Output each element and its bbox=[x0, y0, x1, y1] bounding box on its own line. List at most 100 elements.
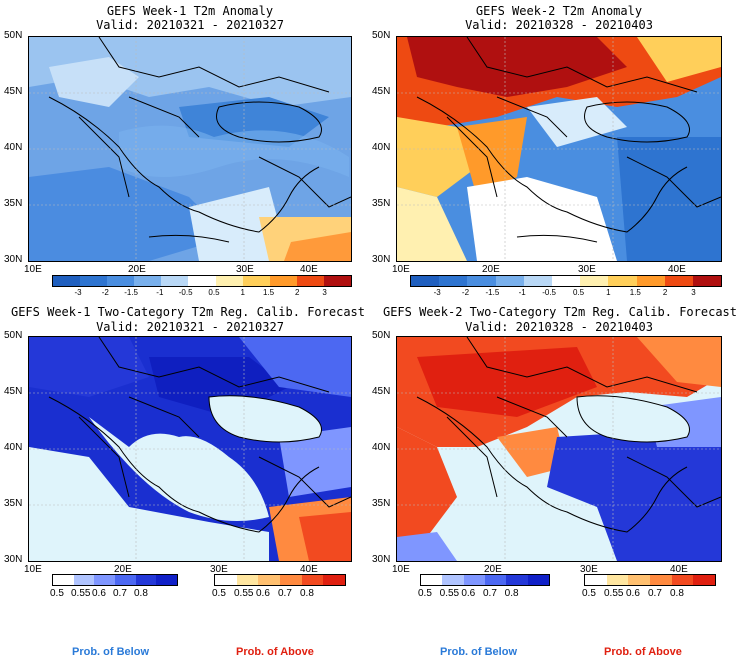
below-colorbar-swatch bbox=[506, 575, 528, 585]
panel4-lat-30: 30N bbox=[372, 554, 391, 565]
below-colorbar-tick-label: 0.55 bbox=[439, 588, 460, 599]
anomaly-colorbar-tick-label: -3 bbox=[74, 288, 82, 297]
below-colorbar-swatch bbox=[421, 575, 443, 585]
anomaly-colorbar-swatch bbox=[608, 276, 637, 286]
above-colorbar-tick-label: 0.7 bbox=[648, 588, 662, 599]
anomaly-colorbar-swatch bbox=[523, 276, 552, 286]
above-colorbar-swatch bbox=[236, 575, 259, 585]
above-colorbar-swatch bbox=[650, 575, 672, 585]
anomaly-colorbar-swatch bbox=[439, 276, 468, 286]
anomaly-colorbar-swatch bbox=[80, 276, 108, 286]
panel4-lat-45: 45N bbox=[372, 386, 391, 397]
panel2-lat-45: 45N bbox=[372, 86, 391, 97]
above-colorbar-tick-label: 0.5 bbox=[582, 588, 596, 599]
panel4-below-colorbar bbox=[420, 574, 550, 586]
anomaly-colorbar-swatch bbox=[269, 276, 297, 286]
panel1-lon-20: 20E bbox=[128, 264, 146, 275]
anomaly-colorbar-tick-label: 3 bbox=[322, 288, 327, 297]
panel1-lon-10: 10E bbox=[24, 264, 42, 275]
above-colorbar-swatch bbox=[693, 575, 716, 585]
anomaly-colorbar-swatch bbox=[323, 276, 352, 286]
panel3-lon-20: 20E bbox=[114, 564, 132, 575]
panel3-lat-40: 40N bbox=[4, 442, 23, 453]
anomaly-colorbar-tick-label: 0.5 bbox=[572, 288, 585, 297]
panel4-lon-10: 10E bbox=[392, 564, 410, 575]
above-colorbar-tick-label: 0.7 bbox=[278, 588, 292, 599]
footer-prob-above-left: Prob. of Above bbox=[236, 646, 314, 658]
panel4-valid: Valid: 20210328 - 20210403 bbox=[465, 320, 653, 334]
anomaly-colorbar-tick-label: -1 bbox=[156, 288, 164, 297]
footer-prob-below-right: Prob. of Below bbox=[440, 646, 517, 658]
panel3-lon-30: 30E bbox=[210, 564, 228, 575]
above-colorbar-swatch bbox=[628, 575, 651, 585]
panel1-lat-30: 30N bbox=[4, 254, 23, 265]
panel3-above-colorbar bbox=[214, 574, 346, 586]
panel3-lat-45: 45N bbox=[4, 386, 23, 397]
anomaly-colorbar-tick-label: -0.5 bbox=[542, 288, 556, 297]
panel4-map bbox=[396, 336, 722, 562]
anomaly-colorbar-swatch bbox=[551, 276, 581, 286]
anomaly-colorbar-swatch bbox=[692, 276, 722, 286]
above-colorbar-swatch bbox=[215, 575, 237, 585]
panel2-lon-40: 40E bbox=[668, 264, 686, 275]
panel1-valid: Valid: 20210321 - 20210327 bbox=[96, 18, 284, 32]
above-colorbar-tick-label: 0.8 bbox=[670, 588, 684, 599]
panel1-colorbar bbox=[52, 275, 352, 287]
anomaly-colorbar-tick-label: -2 bbox=[461, 288, 470, 297]
panel3-lat-50: 50N bbox=[4, 330, 23, 341]
panel3-lat-30: 30N bbox=[4, 554, 23, 565]
panel4-lon-30: 30E bbox=[580, 564, 598, 575]
panel1-lat-35: 35N bbox=[4, 198, 23, 209]
panel2-lat-30: 30N bbox=[372, 254, 391, 265]
above-colorbar-swatch bbox=[323, 575, 346, 585]
below-colorbar-swatch bbox=[115, 575, 136, 585]
above-colorbar-swatch bbox=[301, 575, 324, 585]
panel2-lon-10: 10E bbox=[392, 264, 410, 275]
anomaly-colorbar-tick-label: -1.5 bbox=[124, 288, 138, 297]
below-colorbar-tick-label: 0.6 bbox=[92, 588, 106, 599]
above-colorbar-swatch bbox=[671, 575, 694, 585]
above-colorbar-swatch bbox=[606, 575, 629, 585]
panel3-lon-40: 40E bbox=[300, 564, 318, 575]
anomaly-colorbar-swatch bbox=[107, 276, 135, 286]
below-colorbar-swatch bbox=[53, 575, 74, 585]
anomaly-colorbar-swatch bbox=[53, 276, 81, 286]
anomaly-colorbar-tick-label: 2 bbox=[662, 288, 668, 297]
above-colorbar-swatch bbox=[585, 575, 607, 585]
panel2-lon-30: 30E bbox=[578, 264, 596, 275]
anomaly-colorbar-tick-label: -3 bbox=[433, 288, 441, 297]
below-colorbar-tick-label: 0.7 bbox=[113, 588, 127, 599]
anomaly-colorbar-tick-label: 2 bbox=[295, 288, 300, 297]
anomaly-colorbar-tick-label: 1 bbox=[240, 288, 245, 297]
anomaly-colorbar-swatch bbox=[134, 276, 162, 286]
anomaly-colorbar-swatch bbox=[242, 276, 270, 286]
anomaly-colorbar-swatch bbox=[467, 276, 496, 286]
below-colorbar-swatch bbox=[156, 575, 178, 585]
panel2-lat-40: 40N bbox=[372, 142, 391, 153]
below-colorbar-swatch bbox=[463, 575, 485, 585]
above-colorbar-swatch bbox=[280, 575, 302, 585]
panel4-above-colorbar bbox=[584, 574, 716, 586]
panel4-lon-40: 40E bbox=[670, 564, 688, 575]
anomaly-colorbar-tick-label: -1.5 bbox=[485, 288, 500, 297]
above-colorbar-swatch bbox=[258, 575, 281, 585]
below-colorbar-tick-label: 0.8 bbox=[504, 588, 519, 599]
above-colorbar-tick-label: 0.55 bbox=[604, 588, 624, 599]
below-colorbar-tick-label: 0.5 bbox=[418, 588, 432, 599]
footer-prob-above-right: Prob. of Above bbox=[604, 646, 682, 658]
above-colorbar-tick-label: 0.6 bbox=[626, 588, 640, 599]
panel2-map bbox=[396, 36, 722, 262]
anomaly-colorbar-tick-label: 0.5 bbox=[208, 288, 220, 297]
anomaly-colorbar-swatch bbox=[580, 276, 609, 286]
panel1-map bbox=[28, 36, 352, 262]
anomaly-colorbar-tick-label: 1 bbox=[606, 288, 611, 297]
anomaly-colorbar-swatch bbox=[495, 276, 524, 286]
panel4-lon-20: 20E bbox=[484, 564, 502, 575]
anomaly-colorbar-tick-label: 1.5 bbox=[629, 288, 641, 297]
anomaly-colorbar-tick-label: -1 bbox=[518, 288, 526, 297]
panel3-valid: Valid: 20210321 - 20210327 bbox=[96, 320, 284, 334]
panel1-lat-40: 40N bbox=[4, 142, 23, 153]
anomaly-colorbar-swatch bbox=[411, 276, 440, 286]
anomaly-colorbar-swatch bbox=[161, 276, 189, 286]
panel3-title: GEFS Week-1 Two-Category T2m Reg. Calib.… bbox=[10, 305, 365, 319]
